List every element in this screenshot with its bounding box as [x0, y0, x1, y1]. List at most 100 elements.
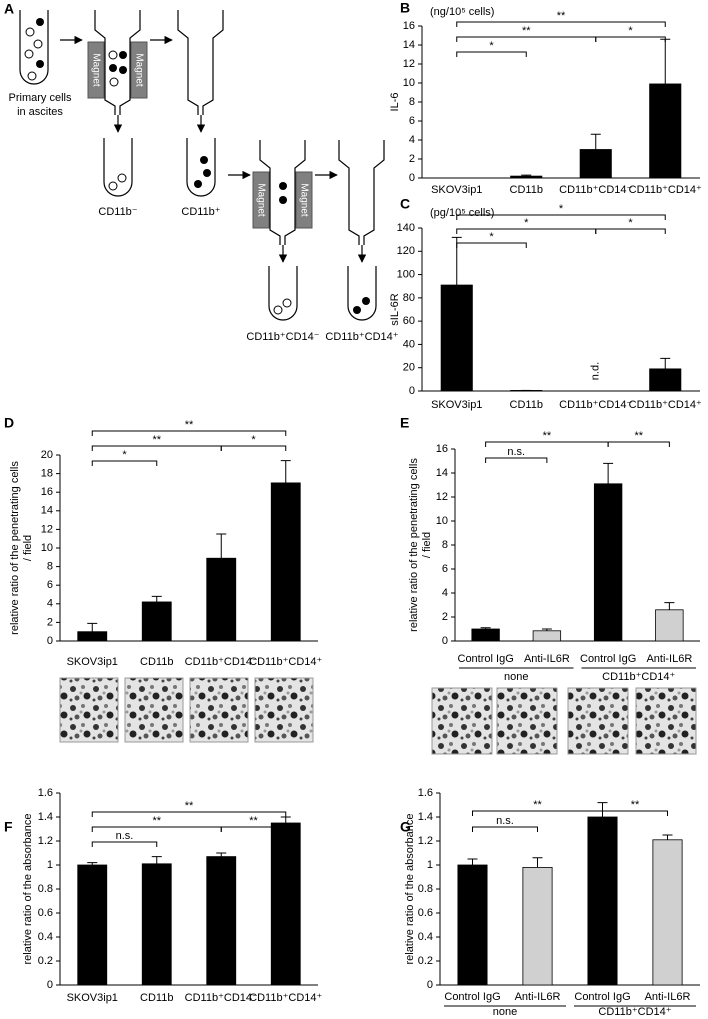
- y-tick-label: 2: [409, 153, 415, 165]
- significance-label: *: [489, 231, 494, 243]
- significance-label: **: [185, 419, 194, 431]
- y-tick-label: 0: [442, 635, 448, 647]
- significance-bracket: [595, 36, 666, 42]
- tube: [268, 266, 298, 321]
- significance-label: n.s.: [496, 815, 514, 827]
- bar: [77, 631, 108, 642]
- error-bar: [662, 834, 673, 840]
- cell: [36, 60, 44, 68]
- y-tick-label: 0.2: [418, 955, 433, 967]
- cell: [27, 71, 37, 81]
- significance-bracket: [91, 445, 222, 451]
- error-bar: [280, 816, 291, 823]
- y-tick-label: 1.4: [38, 811, 53, 823]
- significance-bracket: [456, 228, 597, 234]
- x-tick-label: CD11b⁺CD14⁺: [629, 399, 702, 411]
- significance-bracket: [456, 214, 666, 220]
- y-axis-label: / field: [22, 535, 34, 561]
- cell: [119, 51, 127, 59]
- column: [177, 10, 224, 115]
- y-tick-label: 16: [403, 20, 415, 32]
- y-tick-label: 0.2: [38, 955, 53, 967]
- y-tick-label: 18: [41, 468, 53, 480]
- cell: [24, 49, 34, 59]
- x-tick-label: CD11b⁺CD14⁻: [185, 656, 258, 668]
- error-bar: [660, 357, 671, 369]
- significance-bracket: [485, 441, 609, 447]
- y-tick-label: 14: [403, 39, 415, 51]
- cell: [279, 196, 287, 204]
- magnet: [252, 171, 270, 229]
- column: [94, 10, 141, 115]
- y-tick-label: 0.6: [418, 907, 433, 919]
- micrograph: [254, 677, 314, 743]
- significance-bracket: [456, 36, 597, 42]
- y-axis-label: IL-6: [389, 93, 401, 112]
- significance-label: **: [152, 815, 161, 827]
- y-tick-label: 1.4: [418, 811, 433, 823]
- bar: [652, 839, 683, 986]
- cell: [25, 27, 35, 37]
- significance-label: **: [634, 430, 643, 442]
- significance-label: n.s.: [116, 830, 134, 842]
- panel-label: G: [400, 819, 411, 835]
- y-tick-label: 1.6: [418, 787, 433, 799]
- panel-label: F: [4, 819, 13, 835]
- x-tick-label: CD11b⁺CD14⁻: [185, 992, 258, 1004]
- x-tick-label: Control IgG: [444, 991, 500, 1003]
- x-tick-label: SKOV3ip1: [67, 656, 118, 668]
- y-tick-label: 120: [397, 245, 415, 257]
- y-tick-label: 6: [442, 563, 448, 575]
- y-tick-label: 6: [47, 579, 53, 591]
- y-tick-label: 8: [409, 96, 415, 108]
- y-tick-label: 0: [427, 979, 433, 991]
- y-tick-label: 14: [41, 505, 53, 517]
- panel-label: D: [4, 415, 14, 431]
- x-tick-label: CD11b⁺CD14⁻: [559, 399, 632, 411]
- y-tick-label: 10: [41, 542, 53, 554]
- y-tick-label: 20: [403, 362, 415, 374]
- significance-bracket: [91, 460, 158, 466]
- y-tick-label: 14: [436, 467, 448, 479]
- significance-label: n.s.: [507, 446, 525, 458]
- magnet: [295, 171, 313, 229]
- y-tick-label: 0.8: [38, 883, 53, 895]
- y-tick-label: 0.4: [38, 931, 53, 943]
- y-tick-label: 60: [403, 315, 415, 327]
- panel-label: A: [4, 1, 14, 17]
- significance-label: *: [489, 40, 494, 52]
- significance-label: *: [559, 203, 564, 215]
- y-tick-label: 0: [409, 172, 415, 184]
- x-tick-label: CD11b: [140, 656, 173, 668]
- y-tick-label: 8: [442, 539, 448, 551]
- bar: [510, 175, 543, 179]
- cell: [194, 180, 202, 188]
- bar: [649, 83, 682, 179]
- bar: [457, 864, 488, 986]
- micrograph: [59, 677, 119, 743]
- y-tick-label: 0: [409, 385, 415, 397]
- x-tick-label: Control IgG: [458, 653, 514, 665]
- group-label: CD11b⁺CD14⁺: [602, 671, 675, 683]
- x-tick-label: SKOV3ip1: [431, 184, 482, 196]
- significance-bracket: [220, 826, 287, 832]
- bar: [270, 482, 301, 642]
- x-tick-label: Anti-IL6R: [524, 653, 570, 665]
- cell: [273, 305, 283, 315]
- magnet: [130, 41, 148, 99]
- x-tick-label: Anti-IL6R: [645, 991, 691, 1003]
- bar: [440, 284, 473, 392]
- error-bar: [660, 38, 671, 84]
- y-tick-label: 140: [397, 222, 415, 234]
- error-bar: [151, 856, 162, 864]
- error-bar: [151, 595, 162, 602]
- cell: [279, 182, 287, 190]
- diagram-label: CD11b⁺CD14⁺: [325, 331, 398, 343]
- bar: [579, 149, 612, 179]
- y-tick-label: 4: [47, 598, 53, 610]
- bar: [206, 557, 237, 642]
- x-tick-label: CD11b: [140, 992, 173, 1004]
- magnet-label: Magnet: [90, 53, 101, 87]
- unit-label: (pg/10⁵ cells): [430, 207, 494, 219]
- significance-label: *: [251, 434, 256, 446]
